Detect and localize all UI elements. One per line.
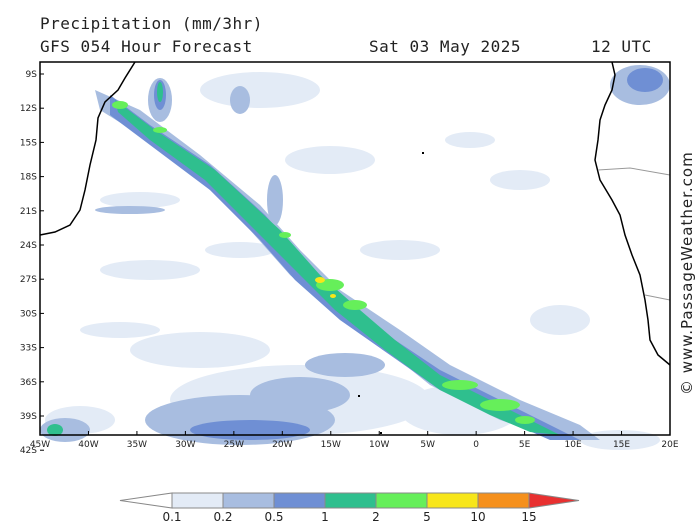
legend-arrow-low: [119, 492, 173, 509]
border-angola-namibia: [597, 167, 671, 176]
lat-label: 30S: [20, 309, 37, 319]
country-borders: [597, 167, 671, 301]
credit-watermark: © www.PassageWeather.com: [678, 151, 696, 395]
legend-label: 10: [470, 510, 485, 524]
precip-peak-cells: [315, 277, 336, 298]
longitude-axis: 45W 40W 35W 30W 25W 20W 15W 10W 5W 0 5E 10E 15E 20E: [30, 431, 679, 450]
latitude-axis: 9S 12S 15S 18S 21S 24S 27S 30S 33S 36S 39S 42S: [20, 70, 44, 456]
legend-swatch: [426, 492, 479, 509]
lon-label: 15W: [321, 440, 341, 450]
legend-label: 0.5: [264, 510, 283, 524]
legend-swatch: [375, 492, 428, 509]
islands: [358, 152, 424, 434]
forecast-subtitle: GFS 054 Hour Forecast: [40, 37, 253, 56]
valid-time: 12 UTC: [591, 37, 652, 56]
lon-label: 5E: [519, 440, 531, 450]
lon-label: 0: [473, 440, 479, 450]
valid-date: Sat 03 May 2025: [369, 37, 521, 56]
lat-label: 9S: [26, 70, 38, 80]
legend-label: 1: [321, 510, 329, 524]
lon-label: 20E: [661, 440, 678, 450]
lon-label: 10W: [369, 440, 389, 450]
lat-label: 21S: [20, 207, 37, 217]
legend-swatch: [273, 492, 326, 509]
lat-label: 39S: [20, 412, 37, 422]
legend-swatch: [222, 492, 275, 509]
south-america-coast: [39, 61, 136, 236]
map-frame: [39, 61, 671, 436]
lon-label: 35W: [127, 440, 147, 450]
lat-label: 33S: [20, 344, 37, 354]
lat-label: 24S: [20, 241, 37, 251]
lat-label: 15S: [20, 138, 37, 148]
precip-intense-cells: [112, 101, 535, 424]
legend-label: 0.1: [162, 510, 181, 524]
lat-label: 42S: [20, 446, 37, 456]
lon-label: 30W: [175, 440, 195, 450]
legend-label: 0.2: [213, 510, 232, 524]
lon-label: 20W: [272, 440, 292, 450]
africa-coast: [594, 61, 671, 366]
precip-heavy-band: [47, 82, 560, 436]
border-namibia-south-africa: [644, 294, 671, 301]
lon-label: 45W: [30, 440, 50, 450]
legend-label: 2: [372, 510, 380, 524]
lon-label: 40W: [78, 440, 98, 450]
lon-label: 5W: [420, 440, 435, 450]
lat-label: 18S: [20, 173, 37, 183]
coastlines: [39, 61, 671, 366]
legend-swatch: [477, 492, 530, 509]
legend-swatch: [171, 492, 224, 509]
lon-label: 10E: [565, 440, 582, 450]
island-st-helena: [422, 152, 424, 154]
island-gough: [380, 432, 382, 434]
island-tristan: [358, 395, 360, 397]
legend-label: 15: [521, 510, 536, 524]
lon-label: 15E: [613, 440, 630, 450]
lat-label: 12S: [20, 104, 37, 114]
precipitation-legend: 0.1 0.2 0.5 1 2 5 10 15: [119, 492, 580, 524]
lat-label: 27S: [20, 275, 37, 285]
chart-title: Precipitation (mm/3hr): [40, 14, 263, 33]
legend-swatch: [324, 492, 377, 509]
legend-arrow-high: [528, 492, 580, 509]
lon-label: 25W: [224, 440, 244, 450]
lat-label: 36S: [20, 378, 37, 388]
legend-label: 5: [423, 510, 431, 524]
